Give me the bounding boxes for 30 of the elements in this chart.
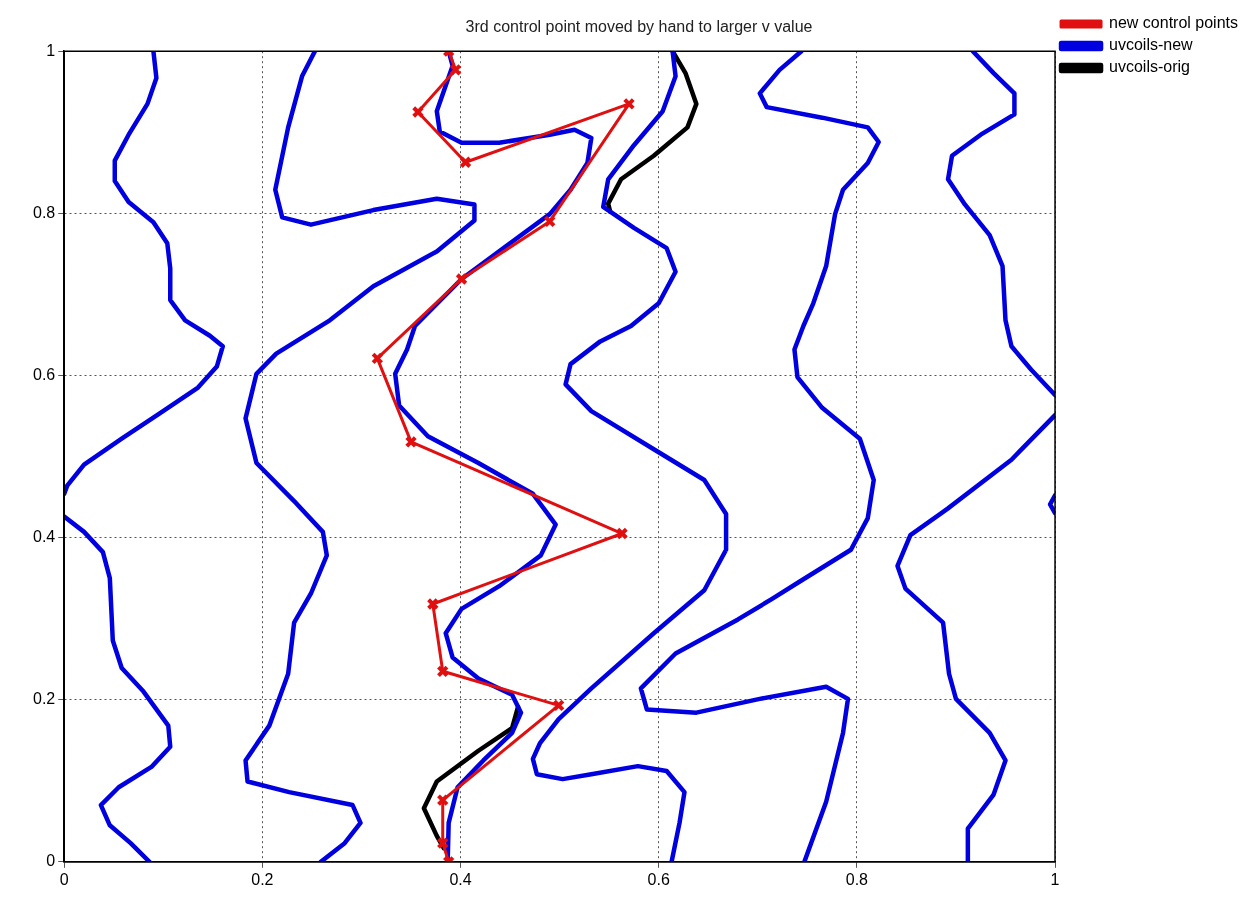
point (449, 63, 462, 77)
point (622, 97, 636, 111)
x-tick-label: 0.8 (845, 870, 869, 888)
point (436, 793, 449, 807)
point (426, 597, 440, 611)
point (371, 352, 384, 365)
y-tick-label: 0.2 (32, 690, 56, 708)
legend-label: uvcoils-new (1109, 36, 1194, 54)
x-tick-label: 0.6 (647, 870, 670, 888)
y-tick-label: 0.6 (32, 365, 56, 383)
point (615, 527, 629, 540)
x-tick-label: 0.4 (449, 870, 472, 888)
point (436, 836, 449, 850)
x-tick-label: 0.2 (251, 870, 274, 888)
y-tick-label: 0 (46, 852, 56, 870)
y-tick-label: 0.8 (32, 203, 56, 221)
legend-label: new control points (1109, 14, 1239, 32)
point (404, 435, 418, 449)
chart-title: 3rd control point moved by hand to larger v value (465, 18, 813, 36)
x-tick-label: 1 (1050, 870, 1060, 888)
x-tick-label: 0 (59, 870, 69, 888)
point (411, 105, 425, 119)
point (552, 699, 565, 712)
y-tick-label: 1 (46, 41, 56, 59)
point (459, 156, 472, 169)
point (436, 665, 449, 678)
point (543, 215, 556, 228)
legend-label: uvcoils-orig (1109, 58, 1190, 76)
point (455, 272, 468, 286)
y-tick-label: 0.4 (32, 527, 56, 545)
